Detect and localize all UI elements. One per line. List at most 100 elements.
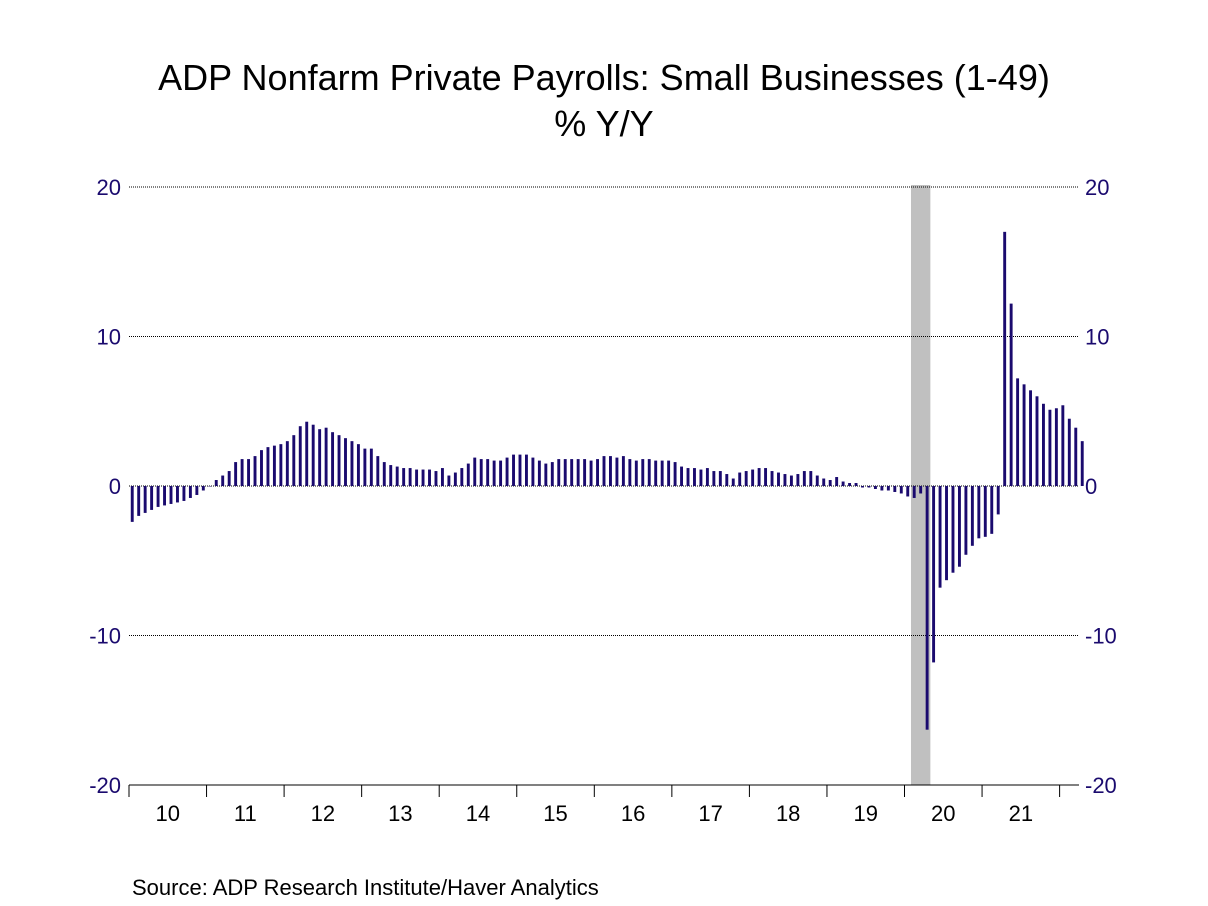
bar bbox=[731, 478, 735, 486]
bar bbox=[537, 460, 541, 486]
bar bbox=[770, 471, 774, 486]
bar bbox=[686, 468, 690, 486]
x-tick-label: 20 bbox=[931, 801, 955, 826]
bar bbox=[447, 475, 451, 486]
bar bbox=[415, 469, 419, 486]
bar bbox=[990, 486, 994, 534]
bar bbox=[1042, 403, 1045, 486]
bar bbox=[473, 457, 477, 486]
bar bbox=[363, 448, 367, 486]
bar bbox=[544, 463, 548, 486]
bar bbox=[718, 471, 722, 486]
bar bbox=[867, 486, 871, 488]
bar bbox=[1080, 441, 1084, 486]
bar bbox=[693, 468, 696, 486]
bar bbox=[764, 468, 768, 486]
bar bbox=[570, 459, 574, 486]
bar bbox=[163, 486, 166, 506]
bar bbox=[977, 486, 981, 539]
bar bbox=[660, 460, 664, 486]
bar bbox=[505, 457, 509, 486]
bar bbox=[285, 441, 289, 486]
bar bbox=[634, 460, 638, 486]
bar bbox=[996, 486, 1000, 515]
bar bbox=[518, 454, 522, 486]
y-tick-label-right: -10 bbox=[1085, 624, 1117, 649]
bar bbox=[932, 486, 936, 663]
bar bbox=[945, 486, 948, 581]
bar bbox=[272, 445, 276, 486]
bar bbox=[777, 472, 780, 486]
bar bbox=[440, 468, 444, 486]
bar bbox=[421, 469, 425, 486]
bar bbox=[854, 483, 858, 486]
y-tick-label-right: 10 bbox=[1085, 325, 1109, 350]
bar bbox=[602, 456, 606, 486]
bar bbox=[240, 459, 244, 486]
bar bbox=[531, 457, 535, 486]
source-note: Source: ADP Research Institute/Haver Ana… bbox=[132, 875, 599, 900]
bar bbox=[654, 460, 658, 486]
bar bbox=[369, 448, 373, 486]
bar bbox=[848, 483, 852, 486]
bar bbox=[628, 459, 632, 486]
bar bbox=[783, 474, 787, 486]
bar bbox=[298, 426, 302, 486]
bar bbox=[1003, 231, 1007, 486]
bar bbox=[324, 427, 328, 486]
bar bbox=[169, 486, 173, 504]
bar-series bbox=[130, 231, 1084, 730]
bar bbox=[1022, 384, 1026, 486]
bar bbox=[957, 486, 961, 567]
bar bbox=[802, 471, 806, 486]
bar bbox=[828, 480, 832, 486]
bar bbox=[757, 468, 761, 486]
bar bbox=[621, 456, 625, 486]
bar bbox=[725, 474, 729, 486]
bar bbox=[964, 486, 968, 555]
bar bbox=[350, 441, 354, 486]
bar bbox=[318, 429, 322, 486]
bar bbox=[453, 472, 457, 486]
bar bbox=[1035, 396, 1039, 486]
bar bbox=[460, 468, 464, 486]
bar bbox=[880, 486, 884, 491]
bar bbox=[789, 475, 793, 486]
bar bbox=[130, 486, 134, 522]
bar bbox=[583, 459, 587, 486]
bar bbox=[809, 471, 813, 486]
bar bbox=[382, 462, 386, 486]
bar bbox=[796, 474, 800, 486]
bar bbox=[176, 486, 179, 503]
bar bbox=[919, 486, 923, 494]
bar bbox=[705, 468, 709, 486]
bar bbox=[667, 460, 671, 486]
bar bbox=[492, 460, 496, 486]
bar bbox=[609, 456, 612, 486]
bar bbox=[641, 459, 645, 486]
bar bbox=[951, 486, 955, 573]
bar bbox=[479, 459, 483, 486]
x-tick-label: 16 bbox=[621, 801, 645, 826]
bar bbox=[841, 481, 845, 486]
bar bbox=[557, 459, 561, 486]
bar bbox=[1074, 427, 1078, 486]
y-tick-label-right: 20 bbox=[1085, 175, 1109, 200]
bar bbox=[344, 438, 347, 486]
x-tick-label: 21 bbox=[1009, 801, 1033, 826]
bar bbox=[563, 459, 567, 486]
bar bbox=[925, 486, 929, 730]
bar bbox=[201, 486, 205, 491]
x-tick-label: 13 bbox=[388, 801, 412, 826]
bar bbox=[673, 462, 677, 486]
bar bbox=[873, 486, 877, 489]
bar bbox=[906, 486, 910, 497]
bar bbox=[266, 447, 270, 486]
bar bbox=[331, 432, 335, 486]
bar bbox=[234, 462, 238, 486]
bar bbox=[1048, 409, 1052, 486]
bar bbox=[227, 471, 231, 486]
bar bbox=[182, 486, 186, 501]
bar bbox=[428, 469, 431, 486]
